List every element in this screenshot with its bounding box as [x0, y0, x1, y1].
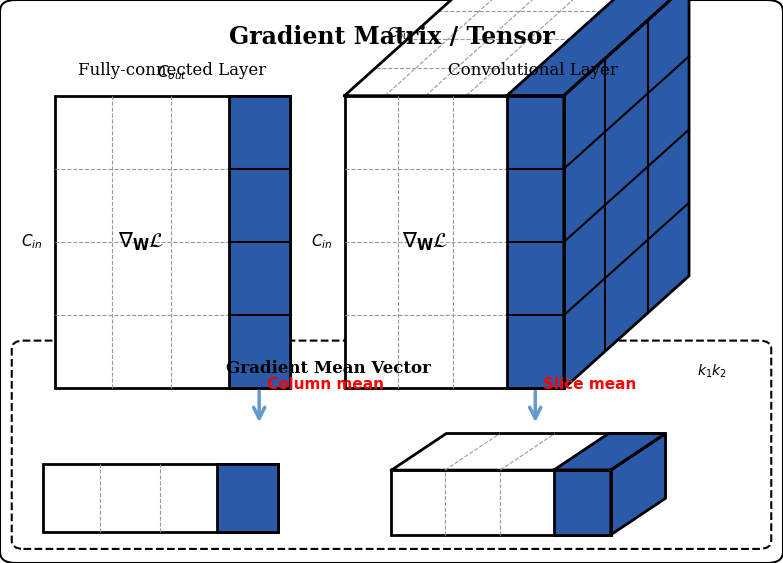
Polygon shape — [564, 0, 689, 388]
Bar — [55, 96, 290, 388]
Text: Gradient Mean Vector: Gradient Mean Vector — [226, 360, 431, 377]
Polygon shape — [507, 0, 689, 96]
Polygon shape — [611, 434, 666, 535]
Text: $C_{in}$: $C_{in}$ — [311, 233, 333, 252]
Text: $C_{out}$: $C_{out}$ — [157, 63, 187, 82]
Polygon shape — [345, 0, 689, 96]
Polygon shape — [392, 434, 666, 470]
Text: $\nabla_{\mathbf{W}}\mathcal{L}$: $\nabla_{\mathbf{W}}\mathcal{L}$ — [118, 231, 165, 253]
Bar — [345, 96, 564, 388]
Text: Convolutional Layer: Convolutional Layer — [448, 62, 617, 79]
Text: Slice mean: Slice mean — [543, 377, 637, 392]
Bar — [43, 464, 278, 532]
Polygon shape — [554, 434, 666, 470]
Text: $k_1k_2$: $k_1k_2$ — [697, 363, 727, 380]
FancyBboxPatch shape — [12, 341, 771, 549]
Text: Column mean: Column mean — [267, 377, 384, 392]
Bar — [392, 470, 611, 535]
Text: $C_{in}$: $C_{in}$ — [21, 233, 43, 252]
Bar — [217, 464, 278, 532]
Bar — [229, 96, 290, 388]
Text: $C_{out}$: $C_{out}$ — [387, 25, 415, 42]
Bar — [507, 96, 564, 388]
Bar — [554, 470, 611, 535]
Text: Gradient Matrix / Tensor: Gradient Matrix / Tensor — [229, 25, 554, 48]
Text: $\nabla_{\mathbf{W}}\mathcal{L}$: $\nabla_{\mathbf{W}}\mathcal{L}$ — [402, 231, 449, 253]
Text: Fully-connected Layer: Fully-connected Layer — [78, 62, 266, 79]
